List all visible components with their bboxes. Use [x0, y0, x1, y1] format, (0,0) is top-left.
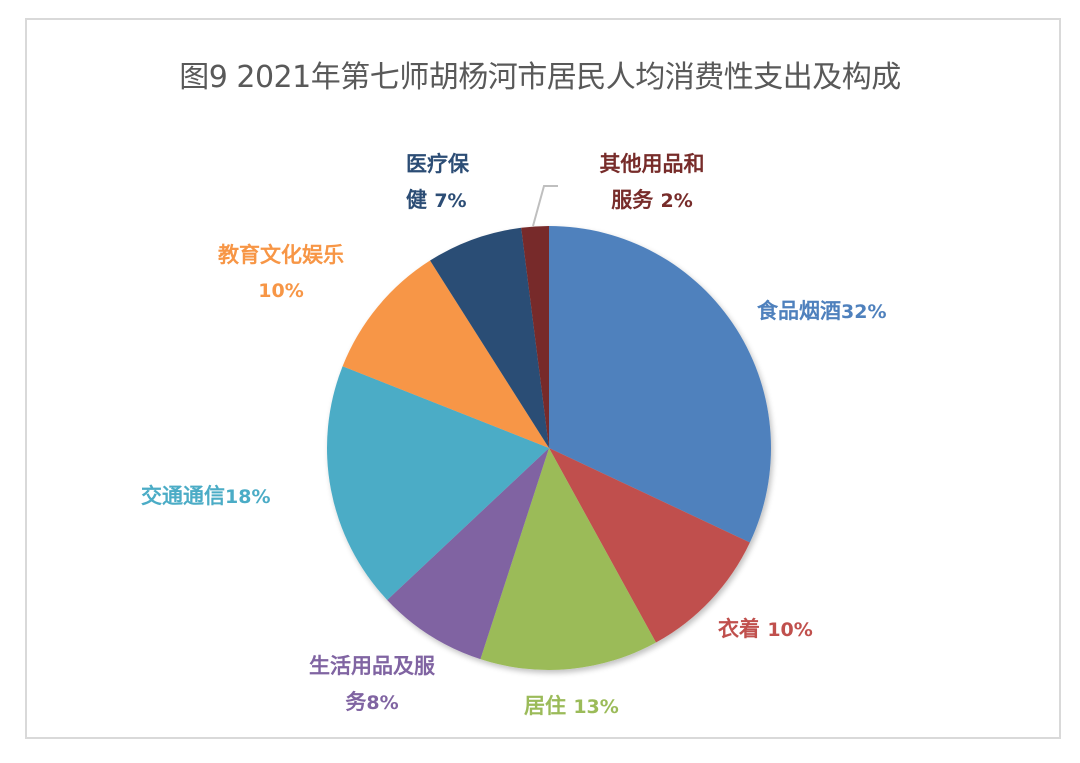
pie-slice-6: [430, 227, 549, 448]
label-education-pct: 10%: [258, 280, 304, 302]
label-education: 教育文化娱乐 10%: [206, 237, 356, 309]
pie-slice-3: [387, 448, 549, 660]
pie-slice-1: [549, 448, 750, 643]
label-household-pct: 8%: [366, 692, 399, 714]
label-household: 生活用品及服 务8%: [282, 648, 462, 721]
pie-slice-0: [549, 226, 771, 543]
label-other-name2: 服务: [611, 188, 654, 212]
label-transport-name: 交通通信: [141, 484, 225, 508]
chart-title: 图9 2021年第七师胡杨河市居民人均消费性支出及构成: [179, 60, 901, 95]
label-medical-name: 医疗保: [406, 152, 469, 176]
label-other-name: 其他用品和: [599, 152, 705, 176]
label-medical: 医疗保 健 7%: [406, 146, 469, 219]
label-housing-pct: 13%: [573, 696, 619, 718]
label-medical-name2: 健: [406, 188, 427, 212]
label-other-pct: 2%: [660, 190, 693, 212]
label-clothing-pct: 10%: [767, 619, 813, 641]
pie-slice-7: [521, 226, 549, 448]
label-household-name2: 务: [345, 690, 367, 714]
label-housing-name: 居住: [524, 694, 566, 718]
label-food: 食品烟酒32%: [757, 293, 886, 330]
label-household-name: 生活用品及服: [309, 654, 435, 678]
label-medical-pct: 7%: [434, 190, 467, 212]
label-other: 其他用品和 服务 2%: [582, 146, 722, 219]
label-transport-pct: 18%: [225, 486, 271, 508]
label-housing: 居住 13%: [524, 688, 619, 725]
label-education-name: 教育文化娱乐: [218, 243, 344, 267]
label-food-pct: 32%: [841, 301, 887, 323]
pie-slice-2: [480, 448, 656, 670]
pie-slices: [327, 226, 771, 670]
pie-slice-4: [327, 366, 549, 600]
label-clothing: 衣着 10%: [718, 611, 813, 648]
pie-slice-5: [342, 260, 549, 448]
label-transport: 交通通信18%: [141, 478, 270, 515]
label-food-name: 食品烟酒: [757, 299, 841, 323]
label-clothing-name: 衣着: [718, 617, 760, 641]
leader-line-other: [532, 185, 558, 227]
